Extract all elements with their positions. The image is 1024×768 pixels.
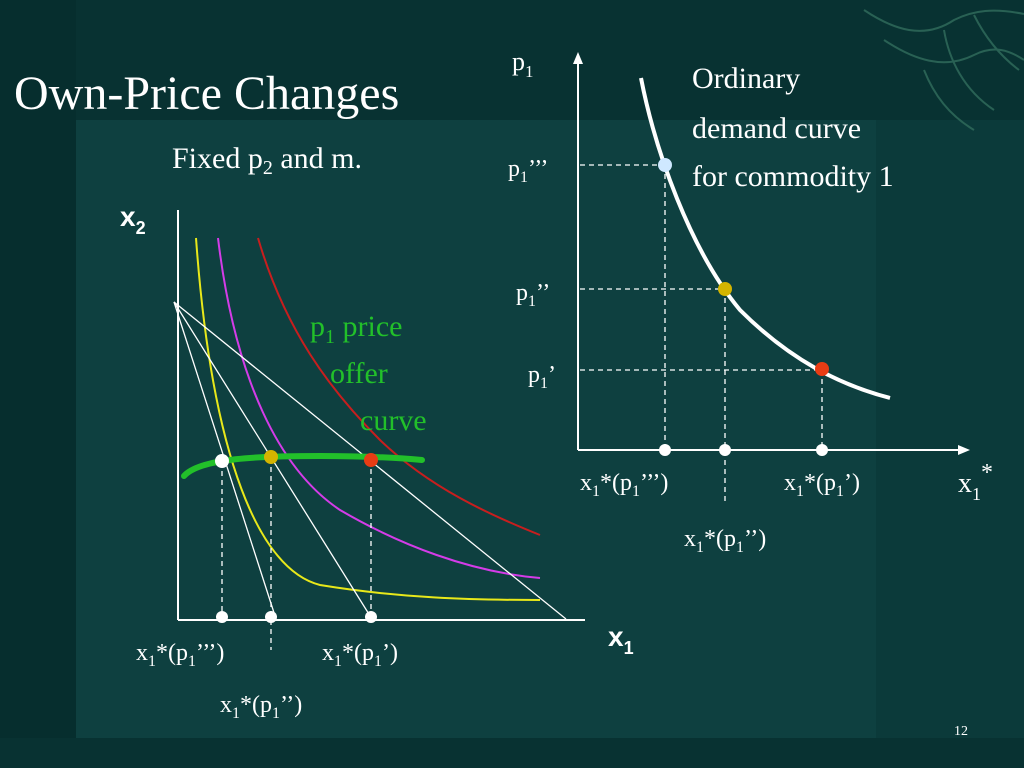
- right-y-axis-label: p1: [512, 47, 534, 81]
- left-tick-label-triple-prime: x1*(p1’’’): [136, 640, 224, 670]
- decorative-leaf-icon: [863, 9, 1024, 131]
- demand-annotation-line3: for commodity 1: [692, 160, 894, 193]
- right-x-dot-double-prime: [719, 444, 731, 456]
- indifference-curve-high: [257, 237, 541, 536]
- left-tick-label-prime: x1*(p1’): [322, 640, 398, 670]
- right-x-dot-prime: [816, 444, 828, 456]
- right-chart: p1 x1* Ordinary demand curve for commodi…: [508, 47, 993, 556]
- header-band: [0, 0, 1024, 120]
- optimum-point-prime: [364, 453, 378, 467]
- right-x-axis-arrow-icon: [958, 445, 970, 455]
- left-x-axis-label: x1: [608, 621, 634, 658]
- right-x-dot-triple-prime: [659, 444, 671, 456]
- x-axis-dot-prime: [365, 611, 377, 623]
- indifference-curve-mid: [217, 237, 541, 579]
- offer-curve-label-line1: p1 price: [310, 310, 402, 348]
- price-offer-curve: [181, 452, 425, 479]
- demand-point-triple-prime: [658, 158, 672, 172]
- optimum-point-double-prime: [264, 450, 278, 464]
- indifference-curve-low: [195, 237, 541, 601]
- offer-curve-label-line2: offer: [330, 357, 388, 390]
- demand-curve: [639, 77, 891, 400]
- left-band: [0, 0, 76, 768]
- right-tick-label-double-prime: x1*(p1’’): [684, 526, 766, 556]
- demand-point-prime: [815, 362, 829, 376]
- price-label-double-prime: p1’’: [516, 280, 550, 310]
- optimum-point-triple-prime: [215, 454, 229, 468]
- right-x-axis-label: x1*: [958, 460, 993, 504]
- demand-annotation-line2: demand curve: [692, 112, 861, 145]
- right-tick-label-prime: x1*(p1’): [784, 470, 860, 500]
- page-number: 12: [954, 724, 968, 739]
- left-chart: x2 x1 p1 price offer curve x1*(p1’’’) x1…: [120, 201, 634, 722]
- demand-point-double-prime: [718, 282, 732, 296]
- x-axis-dot-triple-prime: [216, 611, 228, 623]
- offer-curve-label-line3: curve: [360, 404, 427, 437]
- left-tick-label-double-prime: x1*(p1’’): [220, 692, 302, 722]
- price-label-triple-prime: p1’’’: [508, 156, 548, 186]
- left-y-axis-label: x2: [120, 201, 146, 238]
- right-tick-label-triple-prime: x1*(p1’’’): [580, 470, 668, 500]
- right-y-axis-arrow-icon: [573, 52, 583, 64]
- slide-title: Own-Price Changes: [14, 67, 400, 120]
- content-panel: [76, 120, 876, 738]
- slide-subtitle: Fixed p2 and m.: [172, 142, 362, 179]
- demand-annotation-line1: Ordinary: [692, 62, 800, 95]
- x-axis-dot-double-prime: [265, 611, 277, 623]
- footer-band: [0, 738, 1024, 768]
- price-label-prime: p1’: [528, 362, 556, 392]
